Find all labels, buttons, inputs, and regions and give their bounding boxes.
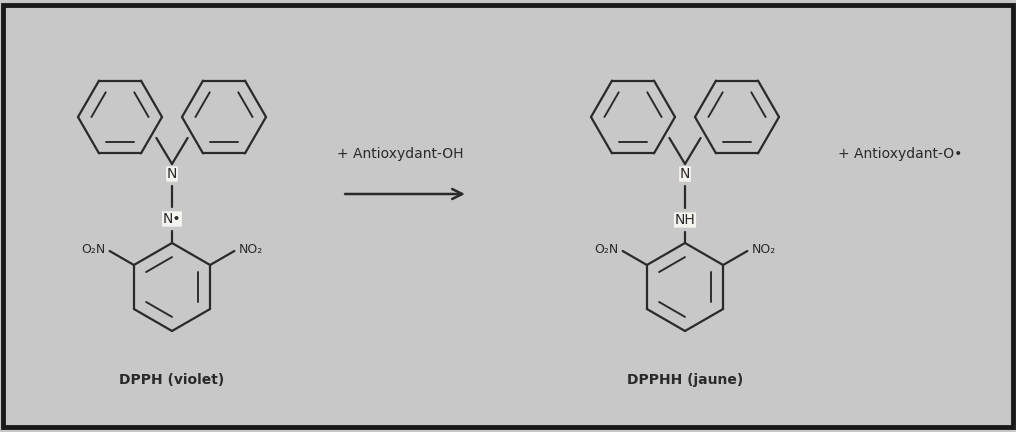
Text: + Antioxydant-OH: + Antioxydant-OH bbox=[336, 147, 463, 161]
Text: NO₂: NO₂ bbox=[752, 242, 775, 255]
Text: DPPH (violet): DPPH (violet) bbox=[119, 373, 225, 387]
Text: N•: N• bbox=[163, 212, 181, 226]
Text: NH: NH bbox=[675, 213, 695, 227]
Text: DPPHH (jaune): DPPHH (jaune) bbox=[627, 373, 743, 387]
Text: O₂N: O₂N bbox=[594, 242, 619, 255]
Text: N: N bbox=[167, 167, 177, 181]
Text: + Antioxydant-O•: + Antioxydant-O• bbox=[838, 147, 962, 161]
Text: NO₂: NO₂ bbox=[239, 242, 262, 255]
Text: N: N bbox=[680, 167, 690, 181]
Text: O₂N: O₂N bbox=[81, 242, 106, 255]
FancyArrowPatch shape bbox=[345, 189, 462, 199]
